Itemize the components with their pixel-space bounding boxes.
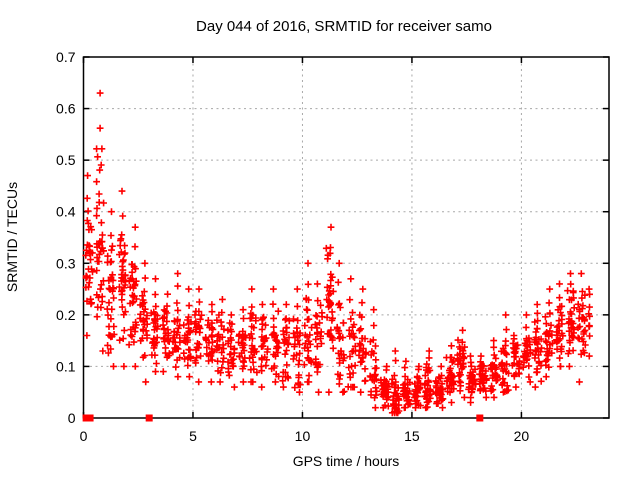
scatter-points — [82, 89, 593, 417]
y-tick-label: 0.6 — [56, 101, 76, 117]
y-axis-label: SRMTID / TECUs — [4, 182, 20, 292]
x-tick-label: 20 — [514, 428, 530, 444]
y-tick-label: 0 — [68, 410, 76, 426]
zero-flag-marker — [82, 414, 90, 422]
x-axis-label: GPS time / hours — [293, 453, 400, 469]
y-tick-label: 0.4 — [56, 204, 76, 220]
x-tick-label: 10 — [295, 428, 311, 444]
plot-border — [82, 56, 610, 419]
y-tick-label: 0.5 — [56, 152, 76, 168]
y-tick-label: 0.2 — [56, 307, 76, 323]
chart-title: Day 044 of 2016, SRMTID for receiver sam… — [196, 18, 492, 35]
x-tick-label: 0 — [80, 428, 88, 444]
zero-flag-marker — [86, 414, 94, 422]
zero-flag-marker — [145, 414, 153, 422]
x-tick-label: 5 — [189, 428, 197, 444]
zero-flag-marker — [476, 414, 484, 422]
y-tick-label: 0.3 — [56, 255, 76, 271]
y-tick-label: 0.7 — [56, 49, 76, 65]
x-tick-label: 15 — [404, 428, 420, 444]
y-tick-label: 0.1 — [56, 358, 76, 374]
